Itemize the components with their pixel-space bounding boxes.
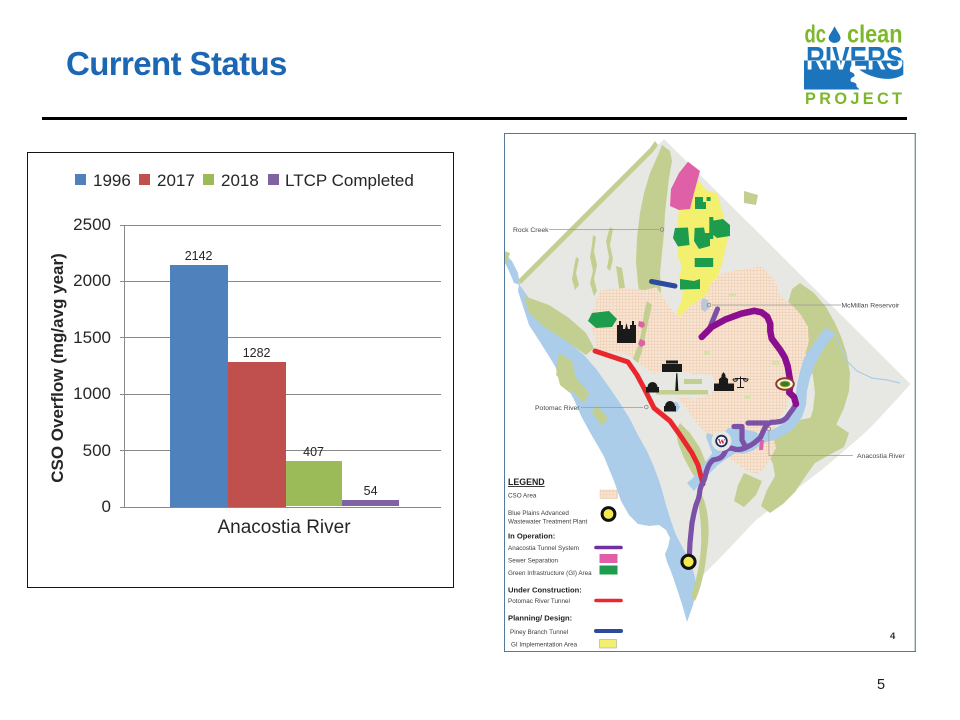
svg-text:Planning/ Design:: Planning/ Design:	[508, 614, 572, 623]
svg-text:Potomac River Tunnel: Potomac River Tunnel	[508, 598, 570, 605]
svg-text:4: 4	[890, 631, 896, 642]
svg-text:Potomac River: Potomac River	[535, 405, 580, 412]
svg-text:Wastewater Treatment Plant: Wastewater Treatment Plant	[508, 519, 587, 526]
svg-text:Sewer Separation: Sewer Separation	[508, 558, 559, 565]
svg-text:PROJECT: PROJECT	[805, 90, 902, 108]
svg-text:Anacostia River: Anacostia River	[857, 453, 905, 460]
svg-text:In Operation:: In Operation:	[508, 532, 555, 541]
svg-text:Piney Branch Tunnel: Piney Branch Tunnel	[510, 629, 568, 636]
svg-text:W: W	[718, 437, 726, 446]
svg-text:McMillan Reservoir: McMillan Reservoir	[842, 303, 901, 310]
svg-text:RIVERS: RIVERS	[806, 41, 903, 77]
svg-text:Under Construction:: Under Construction:	[508, 586, 582, 595]
svg-text:Blue Plains Advanced: Blue Plains Advanced	[508, 510, 569, 517]
svg-text:Rock Creek: Rock Creek	[513, 227, 549, 234]
svg-text:CSO Area: CSO Area	[508, 493, 537, 500]
svg-text:dc: dc	[805, 21, 827, 49]
svg-text:Anacostia Tunnel System: Anacostia Tunnel System	[508, 545, 579, 552]
svg-text:Green Infrastructure (GI) Area: Green Infrastructure (GI) Area	[508, 570, 592, 577]
svg-text:clean: clean	[847, 21, 903, 49]
svg-text:LEGEND: LEGEND	[508, 477, 545, 487]
svg-text:GI Implementation Area: GI Implementation Area	[511, 642, 578, 649]
